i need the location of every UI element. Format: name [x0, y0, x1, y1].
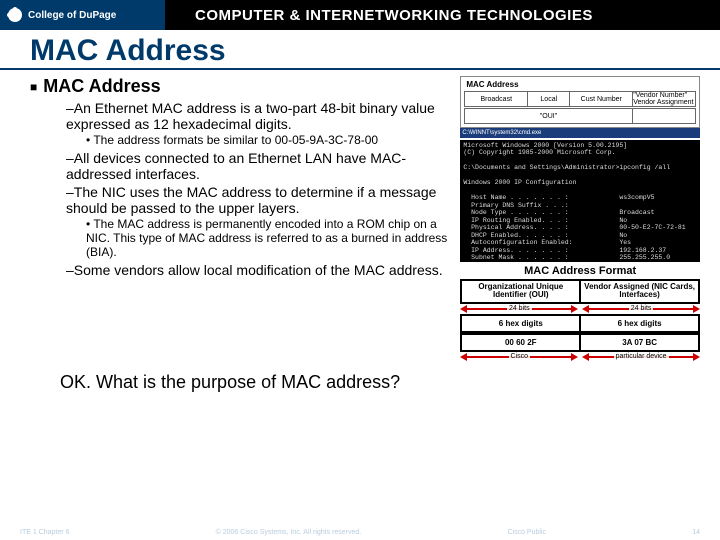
- bullet-level-2: –Some vendors allow local modification o…: [66, 262, 454, 278]
- value-row: 00 60 2F 3A 07 BC: [460, 333, 700, 352]
- content-area: ■ MAC Address –An Ethernet MAC address i…: [0, 76, 720, 362]
- bits-right-label: 24 bits: [629, 305, 654, 312]
- format-header-box: Organizational Unique Identifier (OUI) V…: [460, 279, 700, 304]
- arrow-cap-icon: [693, 353, 700, 361]
- footer-copyright: © 2006 Cisco Systems, Inc. All rights re…: [216, 529, 362, 536]
- val-right: 3A 07 BC: [581, 335, 698, 350]
- arrow-cap-icon: [571, 353, 578, 361]
- hex-left: 6 hex digits: [462, 316, 581, 331]
- bullet-level-2: –The NIC uses the MAC address to determi…: [66, 184, 454, 216]
- label-right: particular device: [614, 353, 669, 360]
- diagram-oui-row: "OUI": [464, 108, 696, 124]
- square-bullet-icon: ■: [30, 76, 37, 98]
- diagram-cell: Broadcast: [465, 92, 528, 106]
- bullet-level-1: ■ MAC Address: [30, 76, 454, 98]
- arrow-right: particular device: [582, 353, 700, 361]
- arrow-cap-icon: [460, 353, 467, 361]
- footer-page-number: 14: [692, 529, 700, 536]
- footer-chapter: ITE 1 Chapter 6: [20, 529, 69, 536]
- bits-left-label: 24 bits: [507, 305, 532, 312]
- discussion-question: OK. What is the purpose of MAC address?: [0, 362, 720, 393]
- hex-right: 6 hex digits: [581, 316, 698, 331]
- bullet-level-3: • The address formats be similar to 00-0…: [86, 134, 454, 148]
- hex-digits-row: 6 hex digits 6 hex digits: [460, 314, 700, 333]
- mac-address-diagram: MAC Address Broadcast Local Cust Number …: [460, 76, 700, 128]
- val-left: 00 60 2F: [462, 335, 581, 350]
- diagram-cell: Local: [528, 92, 570, 106]
- format-title: MAC Address Format: [460, 265, 700, 277]
- diagram-cell: Cust Number: [570, 92, 633, 106]
- footer-public: Cisco Public: [507, 529, 546, 536]
- arrow-left: Cisco: [460, 353, 578, 361]
- format-left-header: Organizational Unique Identifier (OUI): [462, 281, 581, 302]
- college-logo-icon: [8, 8, 22, 22]
- college-name: College of DuPage: [28, 10, 116, 21]
- college-badge: College of DuPage: [0, 0, 165, 30]
- slide-title: MAC Address: [0, 30, 720, 70]
- arrow-right: 24 bits: [582, 305, 700, 313]
- label-left: Cisco: [509, 353, 531, 360]
- header-title: COMPUTER & INTERNETWORKING TECHNOLOGIES: [165, 7, 593, 24]
- format-right-header: Vendor Assigned (NIC Cards, Interfaces): [581, 281, 698, 302]
- diagram-cell: "Vendor Number" Vendor Assignment: [633, 92, 695, 106]
- bits-arrow-row: 24 bits 24 bits: [460, 305, 700, 313]
- diagram-cell-empty: [633, 109, 695, 123]
- bullet-level-2: –All devices connected to an Ethernet LA…: [66, 150, 454, 182]
- arrow-cap-icon: [582, 305, 589, 313]
- bullet-level-2: –An Ethernet MAC address is a two-part 4…: [66, 100, 454, 132]
- left-column: ■ MAC Address –An Ethernet MAC address i…: [30, 76, 454, 362]
- bullet-1-text: MAC Address: [43, 76, 160, 98]
- arrow-cap-icon: [693, 305, 700, 313]
- terminal-output: Microsoft Windows 2000 [Version 5.00.219…: [460, 140, 700, 262]
- bullet-level-3: • The MAC address is permanently encoded…: [86, 218, 454, 259]
- label-arrow-row: Cisco particular device: [460, 353, 700, 361]
- arrow-left: 24 bits: [460, 305, 578, 313]
- diagram-title: MAC Address: [464, 80, 696, 89]
- diagram-oui-cell: "OUI": [465, 109, 632, 123]
- arrow-cap-icon: [571, 305, 578, 313]
- header-bar: College of DuPage COMPUTER & INTERNETWOR…: [0, 0, 720, 30]
- slide-footer: ITE 1 Chapter 6 © 2006 Cisco Systems, In…: [0, 529, 720, 536]
- diagram-header-row: Broadcast Local Cust Number "Vendor Numb…: [464, 91, 696, 107]
- terminal-title-bar: C:\WINNT\system32\cmd.exe: [460, 128, 700, 138]
- arrow-cap-icon: [582, 353, 589, 361]
- right-column: MAC Address Broadcast Local Cust Number …: [460, 76, 700, 362]
- arrow-cap-icon: [460, 305, 467, 313]
